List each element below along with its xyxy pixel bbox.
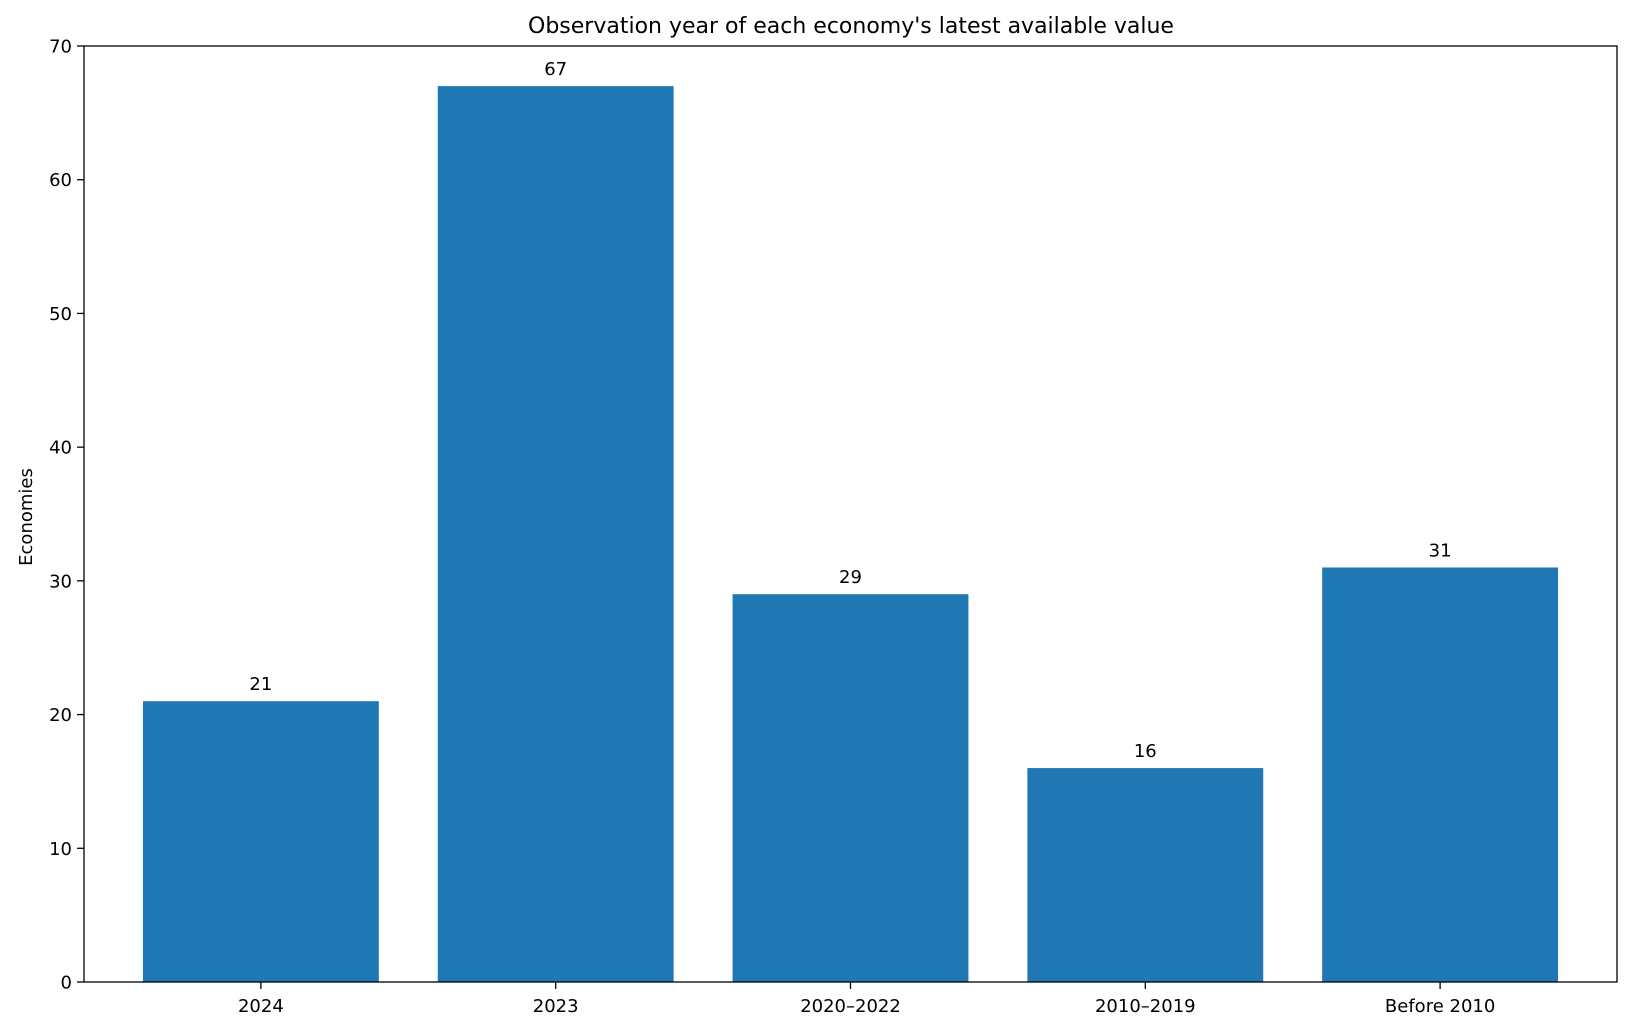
bar <box>142 701 379 982</box>
y-tick-label: 60 <box>49 170 72 191</box>
data-label: 31 <box>1429 540 1452 561</box>
data-label: 67 <box>544 59 567 80</box>
bar <box>437 86 674 983</box>
data-label: 16 <box>1134 741 1157 762</box>
data-label: 29 <box>839 567 862 588</box>
y-axis-label: Economies <box>16 468 37 566</box>
y-tick-label: 0 <box>61 973 72 994</box>
y-tick-label: 10 <box>49 839 72 860</box>
chart-title: Observation year of each economy's lates… <box>528 14 1174 39</box>
y-tick-label: 20 <box>49 705 72 726</box>
axes-frame <box>83 45 1618 983</box>
bar <box>1027 768 1264 982</box>
plot-area: 21 67 29 16 31 0 10 20 30 40 50 60 70 2024 2023 2020–20… <box>49 37 1618 1017</box>
y-tick-label: 50 <box>49 304 72 325</box>
x-tick-label: 2023 <box>533 996 579 1017</box>
data-label: 21 <box>249 674 272 695</box>
x-tick-label: 2024 <box>238 996 284 1017</box>
y-tick-label: 40 <box>49 438 72 459</box>
bar <box>1322 567 1559 982</box>
x-tick-label: 2020–2022 <box>800 996 901 1017</box>
x-tick-label: Before 2010 <box>1385 996 1495 1017</box>
y-tick-label: 30 <box>49 571 72 592</box>
x-tick-label: 2010–2019 <box>1095 996 1196 1017</box>
bar <box>732 594 969 982</box>
y-tick-label: 70 <box>49 37 72 58</box>
